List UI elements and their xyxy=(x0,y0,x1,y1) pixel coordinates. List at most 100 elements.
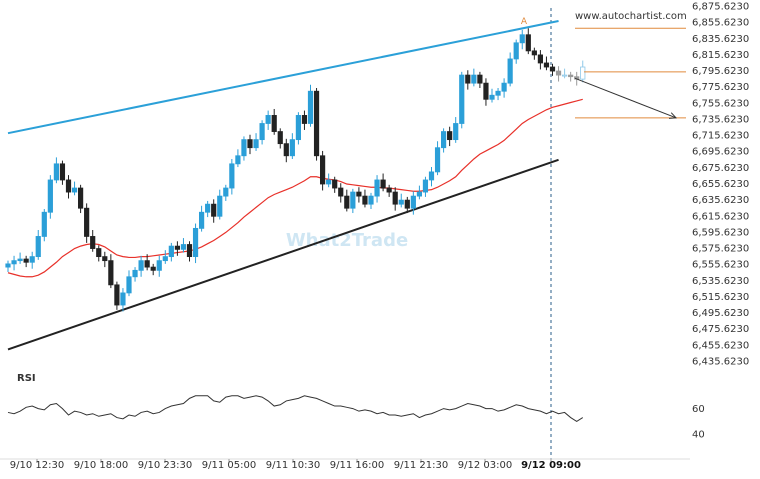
source-label[interactable]: www.autochartist.com xyxy=(575,11,687,22)
x-tick-label: 9/10 18:00 xyxy=(74,460,128,471)
x-tick-label: 9/10 23:30 xyxy=(138,460,192,471)
candle-body xyxy=(205,203,211,213)
price-tick-label: 6,435.6230 xyxy=(692,357,749,368)
candle-body xyxy=(102,256,108,262)
candle-body xyxy=(198,211,205,229)
candle-body xyxy=(531,50,537,56)
candle-body xyxy=(223,187,229,197)
candle-body xyxy=(434,147,441,173)
x-tick-label: 9/11 05:00 xyxy=(202,460,256,471)
x-tick-label: 9/11 10:30 xyxy=(266,460,320,471)
candle-body xyxy=(326,179,332,185)
candle-body xyxy=(537,54,544,64)
candle-body xyxy=(156,260,162,271)
candle-body xyxy=(59,163,66,181)
candle-body xyxy=(138,260,144,271)
upper-channel-line xyxy=(7,20,559,135)
levels-layer: A xyxy=(521,17,686,119)
candle-body xyxy=(356,191,362,197)
candle-body xyxy=(174,245,180,250)
candle-body xyxy=(507,58,513,84)
candle-body xyxy=(289,139,295,157)
lower-channel-line xyxy=(7,158,559,351)
candle-body xyxy=(126,276,132,294)
candle-body xyxy=(483,82,489,100)
price-tick-label: 6,875.6230 xyxy=(692,2,749,13)
price-tick-label: 6,575.6230 xyxy=(692,244,749,255)
candle-body xyxy=(350,191,356,209)
price-tick-label: 6,795.6230 xyxy=(692,66,749,77)
candle-body xyxy=(241,139,247,157)
candle-body xyxy=(319,155,326,185)
candle-body xyxy=(235,155,241,165)
candle-body xyxy=(271,115,277,132)
candle-body xyxy=(5,263,11,268)
candle-body xyxy=(186,244,193,258)
x-tick-label: 9/12 03:00 xyxy=(458,460,512,471)
candle-body xyxy=(229,163,235,189)
price-tick-label: 6,735.6230 xyxy=(692,114,749,125)
candle-body xyxy=(543,62,550,68)
price-tick-label: 6,635.6230 xyxy=(692,195,749,206)
price-tick-label: 6,755.6230 xyxy=(692,98,749,109)
price-tick-label: 6,695.6230 xyxy=(692,147,749,158)
candle-body xyxy=(362,195,368,205)
candle-body xyxy=(307,90,314,124)
candle-body xyxy=(295,115,302,141)
axes-layer: 6,875.6230 6,855.6230 6,835.6230 6,815.6230… xyxy=(0,2,749,471)
candle-body xyxy=(495,90,501,96)
candle-body xyxy=(65,179,72,193)
candle-body xyxy=(392,191,398,205)
candle-body xyxy=(162,256,168,262)
price-tick-label: 6,675.6230 xyxy=(692,163,749,174)
candle-body xyxy=(410,195,416,209)
rsi-tick-label: 60 xyxy=(692,404,705,415)
candle-body xyxy=(447,131,453,141)
candle-body xyxy=(11,260,17,265)
price-tick-label: 6,495.6230 xyxy=(692,308,749,319)
candle-body xyxy=(301,115,308,124)
x-tick-label: 9/12 09:00 xyxy=(521,460,581,471)
candle-body xyxy=(114,284,120,306)
candle-body xyxy=(471,74,477,84)
candle-body xyxy=(71,187,78,193)
rsi-layer xyxy=(7,395,584,422)
candle-body xyxy=(513,42,519,60)
candle-body xyxy=(259,123,265,141)
candle-body xyxy=(428,171,435,181)
candle-body xyxy=(217,195,223,217)
forecast-arrow-line xyxy=(574,77,677,119)
candle-body xyxy=(549,66,556,72)
candle-body xyxy=(501,82,507,92)
price-tick-label: 6,815.6230 xyxy=(692,50,749,61)
candle-body xyxy=(180,244,187,250)
price-tick-label: 6,515.6230 xyxy=(692,292,749,303)
moving-average-layer xyxy=(7,98,583,278)
candle-body xyxy=(78,187,84,209)
candle-body xyxy=(555,70,562,76)
candle-body xyxy=(568,74,574,78)
candle-body xyxy=(17,258,23,262)
candle-body xyxy=(144,260,150,268)
x-tick-label: 9/10 12:30 xyxy=(10,460,64,471)
candle-body xyxy=(108,260,114,286)
candle-body xyxy=(416,191,423,197)
candle-body xyxy=(84,207,90,237)
candle-body xyxy=(344,195,350,209)
price-tick-label: 6,775.6230 xyxy=(692,82,749,93)
candle-body xyxy=(368,195,374,205)
price-tick-label: 6,655.6230 xyxy=(692,179,749,190)
candle-body xyxy=(332,179,338,189)
x-tick-label: 9/11 16:00 xyxy=(330,460,384,471)
candle-body xyxy=(374,179,380,197)
candle-body xyxy=(386,187,392,193)
candle-body xyxy=(277,131,283,145)
candle-body xyxy=(562,74,568,77)
candle-body xyxy=(23,258,29,263)
rsi-label: RSI xyxy=(17,373,36,384)
price-tick-label: 6,835.6230 xyxy=(692,34,749,45)
candle-body xyxy=(580,66,586,80)
price-tick-label: 6,615.6230 xyxy=(692,211,749,222)
price-tick-label: 6,715.6230 xyxy=(692,131,749,142)
